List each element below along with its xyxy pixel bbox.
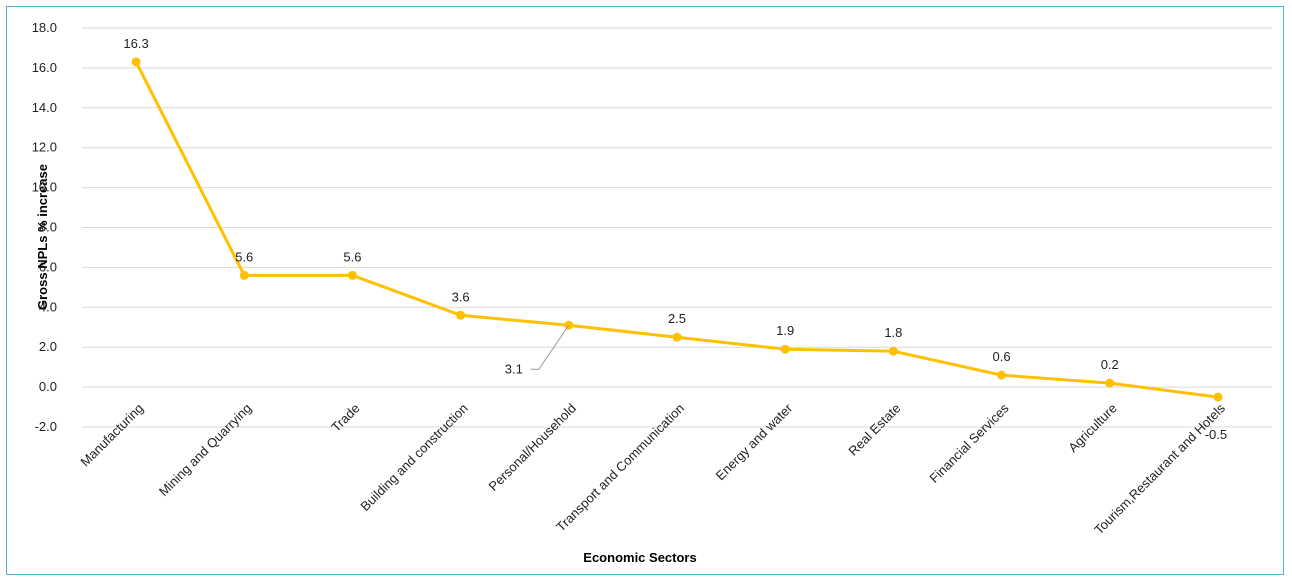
data-label: 5.6 xyxy=(343,249,361,264)
data-label: -0.5 xyxy=(1205,427,1227,442)
y-tick-label: 14.0 xyxy=(32,100,57,115)
data-labels: 16.3 5.6 5.6 3.6 3.1 2.5 1.9 1.8 0.6 0.2 -0.5 xyxy=(123,36,1227,442)
chart-frame: 18.0 16.0 14.0 12.0 10.0 8.0 6.0 4.0 2.0 0.0 -2.0 … xyxy=(6,6,1284,575)
gridlines xyxy=(82,27,1272,428)
x-tick-label: Personal/Household xyxy=(486,401,579,494)
y-tick-label: 6.0 xyxy=(39,259,57,274)
y-tick-label: 12.0 xyxy=(32,140,57,155)
x-tick-label: Mining and Quarrying xyxy=(156,401,254,499)
x-axis-title: Economic Sectors xyxy=(583,550,696,565)
x-tick-label: Energy and water xyxy=(713,400,796,483)
x-tick-label: Building and construction xyxy=(357,401,470,514)
y-axis-title: Gross NPLs % increase xyxy=(35,164,50,310)
y-tick-label: 16.0 xyxy=(32,60,57,75)
data-point xyxy=(347,270,357,280)
y-tick-label: 4.0 xyxy=(39,299,57,314)
data-point xyxy=(888,346,898,356)
y-tick-label: 8.0 xyxy=(39,220,57,235)
x-tick-label: Agriculture xyxy=(1065,401,1120,456)
data-label: 0.2 xyxy=(1101,357,1119,372)
data-point xyxy=(456,310,466,320)
y-axis-ticks: 18.0 16.0 14.0 12.0 10.0 8.0 6.0 4.0 2.0 0.0 -2.0 xyxy=(32,20,57,434)
data-label: 0.6 xyxy=(993,349,1011,364)
x-tick-label: Trade xyxy=(328,401,362,435)
data-point xyxy=(1105,378,1115,388)
data-point xyxy=(672,332,682,342)
x-tick-label: Real Estate xyxy=(845,401,903,459)
y-tick-label: 18.0 xyxy=(32,20,57,35)
x-tick-label: Financial Services xyxy=(926,400,1012,486)
data-label: 1.9 xyxy=(776,323,794,338)
data-point xyxy=(239,270,249,280)
y-tick-label: 0.0 xyxy=(39,379,57,394)
y-tick-label: 10.0 xyxy=(32,180,57,195)
series-line xyxy=(131,57,1223,402)
data-point xyxy=(997,370,1007,380)
label-leader-line xyxy=(530,324,570,370)
data-point xyxy=(1213,392,1223,402)
data-point xyxy=(780,344,790,354)
x-tick-label: Transport and Communication xyxy=(553,401,687,535)
data-label: 16.3 xyxy=(123,36,148,51)
x-tick-label: Tourism,Restaurant and Hotels xyxy=(1091,400,1228,537)
data-label: 5.6 xyxy=(235,249,253,264)
data-label: 1.8 xyxy=(884,325,902,340)
data-label: 3.6 xyxy=(452,289,470,304)
y-tick-label: -2.0 xyxy=(35,419,57,434)
data-label: 2.5 xyxy=(668,311,686,326)
y-tick-label: 2.0 xyxy=(39,339,57,354)
x-axis-ticks: Manufacturing Mining and Quarrying TradeBu… xyxy=(77,400,1228,537)
data-point xyxy=(131,57,141,67)
x-tick-label: Manufacturing xyxy=(77,401,146,470)
data-label: 3.1 xyxy=(505,361,523,376)
line-chart: 18.016.014.012.010.08.06.04.02.00.0-2.0 … xyxy=(32,20,1272,565)
